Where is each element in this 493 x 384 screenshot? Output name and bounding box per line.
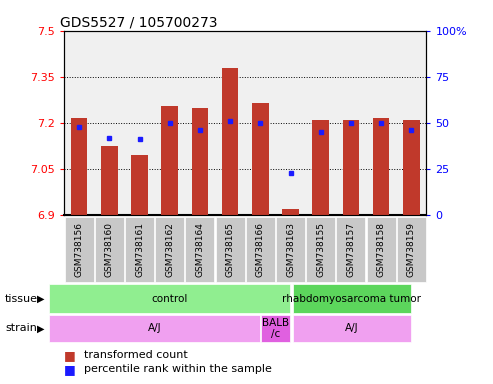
- Text: ■: ■: [64, 363, 76, 376]
- Text: tissue: tissue: [5, 293, 38, 304]
- Text: ▶: ▶: [37, 293, 45, 304]
- Bar: [192, 108, 208, 215]
- Bar: [252, 103, 269, 215]
- Text: GSM738160: GSM738160: [105, 222, 114, 277]
- Bar: [403, 120, 420, 215]
- Bar: [131, 155, 148, 215]
- Bar: [343, 120, 359, 215]
- Bar: [101, 146, 118, 215]
- Text: GDS5527 / 105700273: GDS5527 / 105700273: [61, 16, 218, 30]
- Text: A/J: A/J: [148, 323, 162, 333]
- Bar: [162, 106, 178, 215]
- Text: GSM738164: GSM738164: [195, 222, 205, 277]
- Text: A/J: A/J: [345, 323, 358, 333]
- Text: GSM738155: GSM738155: [316, 222, 325, 277]
- Text: rhabdomyosarcoma tumor: rhabdomyosarcoma tumor: [282, 293, 421, 304]
- Text: GSM738159: GSM738159: [407, 222, 416, 277]
- Text: GSM738162: GSM738162: [165, 222, 175, 277]
- Text: BALB
/c: BALB /c: [262, 318, 289, 339]
- Text: GSM738161: GSM738161: [135, 222, 144, 277]
- Text: percentile rank within the sample: percentile rank within the sample: [84, 364, 272, 374]
- Text: GSM738166: GSM738166: [256, 222, 265, 277]
- Text: ▶: ▶: [37, 323, 45, 333]
- Bar: [373, 118, 389, 215]
- Bar: [71, 118, 87, 215]
- Text: strain: strain: [5, 323, 37, 333]
- Text: GSM738158: GSM738158: [377, 222, 386, 277]
- Bar: [282, 209, 299, 215]
- Bar: [222, 68, 239, 215]
- Text: GSM738165: GSM738165: [226, 222, 235, 277]
- Text: GSM738157: GSM738157: [347, 222, 355, 277]
- Text: control: control: [151, 293, 188, 304]
- Bar: [313, 120, 329, 215]
- Text: ■: ■: [64, 349, 76, 362]
- Text: GSM738163: GSM738163: [286, 222, 295, 277]
- Text: GSM738156: GSM738156: [74, 222, 84, 277]
- Text: transformed count: transformed count: [84, 350, 187, 360]
